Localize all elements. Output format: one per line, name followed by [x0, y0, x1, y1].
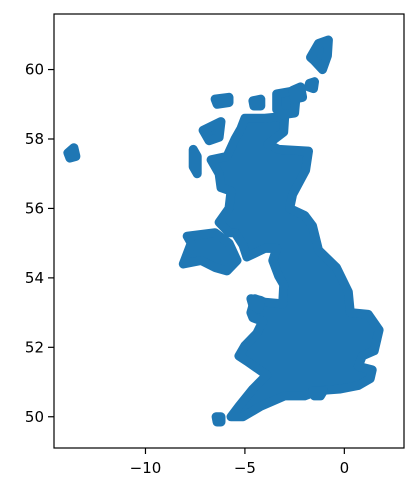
y-tick-label: 52 [25, 338, 44, 356]
y-tick-label: 50 [25, 408, 44, 426]
land-shape-2 [306, 35, 333, 75]
x-tick-label: −10 [130, 459, 162, 477]
land-layer [63, 35, 384, 427]
land-shape-11 [178, 228, 242, 276]
land-shape-1 [206, 111, 384, 422]
land-shape-13 [211, 412, 226, 427]
land-shape-5 [198, 117, 226, 146]
land-shape-3 [304, 77, 319, 94]
x-axis: −10 −5 0 [130, 448, 349, 477]
y-tick-label: 56 [25, 199, 44, 217]
land-shape-10 [288, 82, 308, 104]
axes-frame [53, 13, 405, 449]
land-shape-9 [248, 94, 266, 111]
x-tick-label: 0 [340, 459, 350, 477]
land-shape-8 [210, 92, 234, 109]
y-tick-label: 54 [25, 269, 44, 287]
land-shape-14 [308, 386, 328, 401]
y-tick-label: 58 [25, 130, 44, 148]
x-tick-label: −5 [234, 459, 256, 477]
land-shape-6 [188, 144, 202, 179]
land-shape-12 [246, 294, 266, 314]
land-shape-7 [63, 143, 81, 163]
y-tick-label: 60 [25, 61, 44, 79]
y-axis: 50 52 54 56 58 60 [25, 61, 54, 426]
